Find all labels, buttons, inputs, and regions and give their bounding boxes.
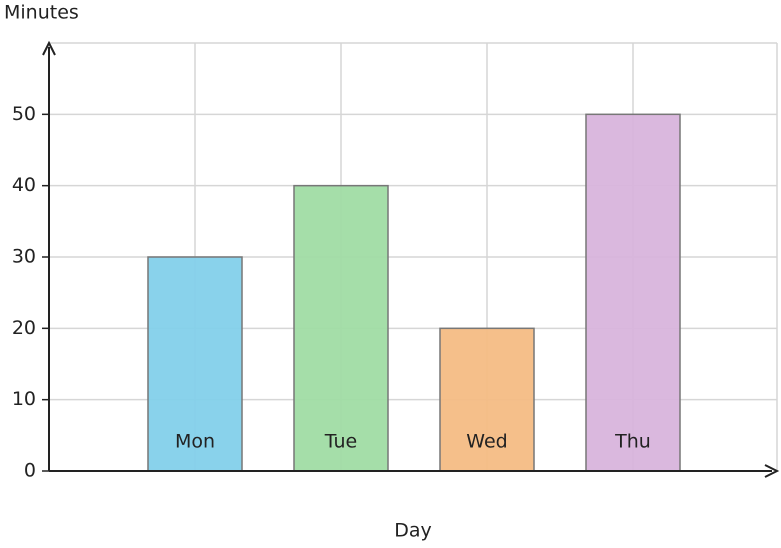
y-tick-label: 0 — [24, 460, 36, 482]
y-tick-label: 40 — [12, 174, 36, 196]
y-tick-label: 30 — [12, 246, 36, 268]
y-tick-label: 50 — [12, 103, 36, 125]
x-axis-label: Day — [394, 520, 432, 542]
axes: 0 10 20 30 40 50 — [12, 40, 780, 482]
bar — [585, 113, 681, 472]
y-tick-label: 20 — [12, 317, 36, 339]
x-tick-label: Wed — [466, 431, 507, 453]
x-tick-label: Thu — [614, 431, 651, 453]
y-axis-label: Minutes — [4, 2, 79, 24]
bar — [147, 256, 243, 472]
x-tick-label: Mon — [175, 431, 215, 453]
bars: Mon Tue Wed Thu — [147, 113, 681, 472]
x-axis-arrow — [764, 464, 780, 478]
x-tick-label: Tue — [324, 431, 357, 453]
y-tick-label: 10 — [12, 388, 36, 410]
bar — [439, 327, 535, 472]
y-axis-arrow — [42, 40, 56, 56]
bar — [293, 184, 389, 472]
